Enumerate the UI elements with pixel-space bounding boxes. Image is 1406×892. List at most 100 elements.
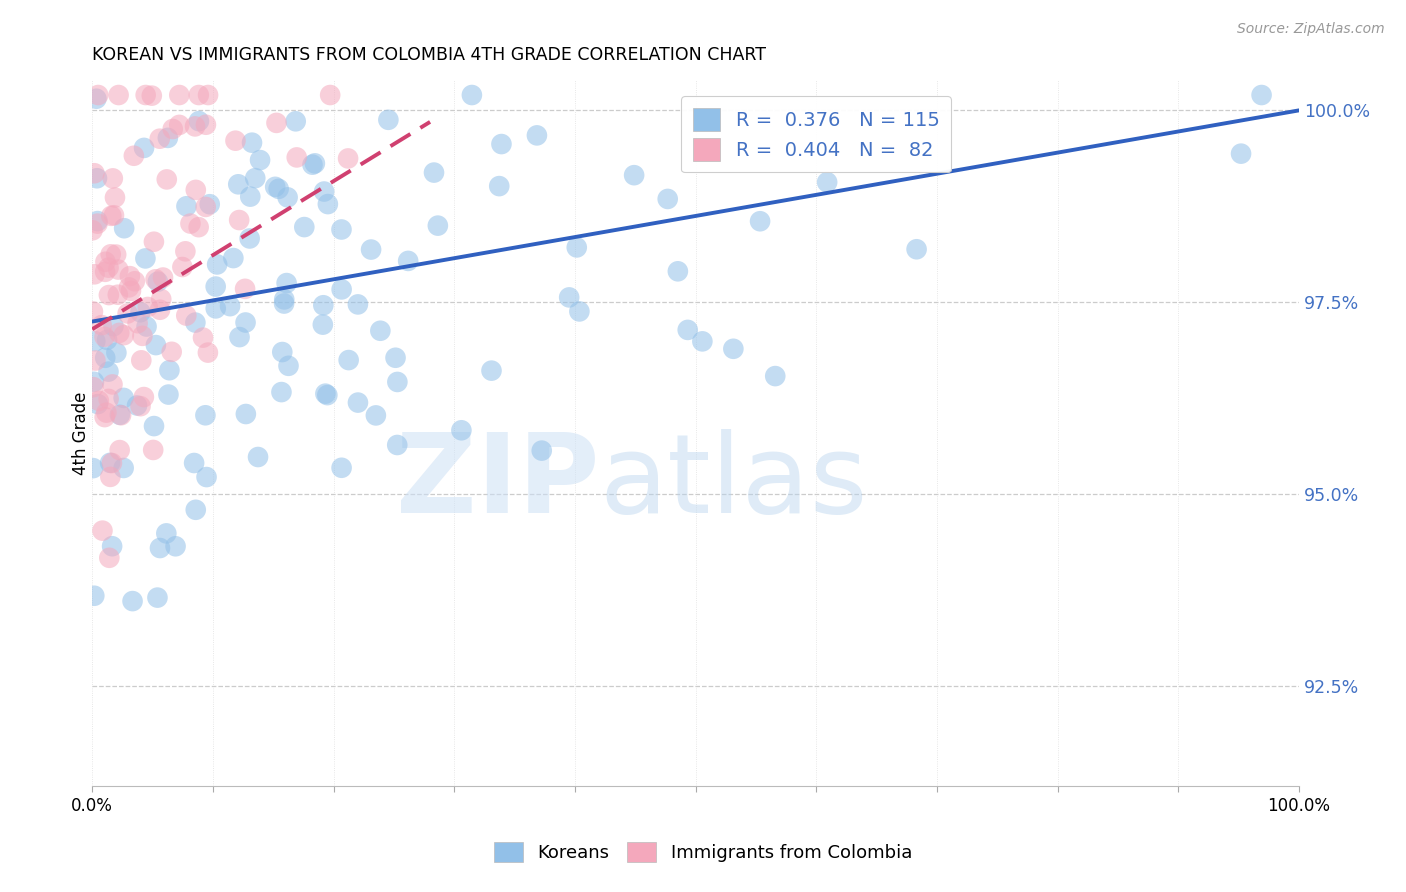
Point bbox=[125, 399, 148, 413]
Point bbox=[198, 197, 221, 211]
Point bbox=[98, 470, 121, 484]
Point bbox=[491, 137, 513, 152]
Point bbox=[267, 182, 290, 196]
Point bbox=[107, 287, 129, 301]
Point bbox=[197, 88, 219, 103]
Point bbox=[568, 304, 591, 318]
Point bbox=[98, 550, 121, 565]
Point bbox=[222, 251, 245, 265]
Point bbox=[122, 149, 145, 163]
Point bbox=[142, 235, 165, 249]
Point bbox=[450, 423, 472, 437]
Point bbox=[312, 298, 335, 312]
Point bbox=[87, 397, 110, 411]
Point bbox=[152, 270, 174, 285]
Point bbox=[330, 222, 353, 236]
Point bbox=[461, 88, 484, 103]
Point bbox=[135, 88, 157, 103]
Point bbox=[387, 438, 409, 452]
Point bbox=[93, 410, 115, 425]
Point bbox=[82, 461, 104, 475]
Point bbox=[162, 122, 184, 136]
Point bbox=[142, 442, 165, 457]
Point bbox=[87, 393, 110, 408]
Point bbox=[292, 220, 315, 235]
Point bbox=[86, 171, 108, 186]
Point bbox=[184, 316, 207, 330]
Point bbox=[103, 208, 125, 222]
Point bbox=[205, 257, 228, 271]
Point bbox=[235, 407, 257, 421]
Point bbox=[145, 272, 167, 286]
Point bbox=[264, 179, 287, 194]
Point bbox=[143, 419, 166, 434]
Point bbox=[117, 306, 139, 320]
Point bbox=[364, 409, 387, 423]
Point bbox=[277, 190, 299, 204]
Point bbox=[347, 297, 370, 311]
Point bbox=[184, 183, 207, 197]
Point bbox=[135, 319, 157, 334]
Point bbox=[219, 299, 242, 313]
Point bbox=[83, 375, 105, 389]
Point bbox=[91, 524, 114, 538]
Point bbox=[184, 120, 207, 134]
Point bbox=[101, 456, 124, 470]
Point bbox=[316, 388, 339, 402]
Point bbox=[270, 385, 292, 400]
Point bbox=[337, 353, 360, 368]
Point bbox=[82, 304, 104, 318]
Point bbox=[276, 276, 298, 290]
Point bbox=[132, 390, 155, 404]
Point bbox=[1250, 88, 1272, 103]
Point bbox=[156, 172, 179, 186]
Point bbox=[187, 220, 209, 235]
Point bbox=[101, 171, 124, 186]
Point bbox=[101, 539, 124, 553]
Point bbox=[112, 221, 135, 235]
Point bbox=[94, 265, 117, 279]
Point bbox=[82, 223, 104, 237]
Point bbox=[97, 392, 120, 406]
Point bbox=[271, 345, 294, 359]
Point bbox=[396, 253, 419, 268]
Point bbox=[249, 153, 271, 167]
Text: Source: ZipAtlas.com: Source: ZipAtlas.com bbox=[1237, 22, 1385, 37]
Point bbox=[101, 377, 124, 392]
Point bbox=[284, 114, 307, 128]
Point bbox=[235, 316, 257, 330]
Point bbox=[187, 88, 209, 103]
Point bbox=[129, 399, 152, 413]
Point bbox=[188, 114, 211, 128]
Point bbox=[155, 526, 177, 541]
Point bbox=[330, 460, 353, 475]
Point bbox=[87, 88, 110, 103]
Point bbox=[239, 231, 262, 245]
Point bbox=[623, 168, 645, 182]
Point bbox=[145, 338, 167, 352]
Point bbox=[112, 461, 135, 475]
Point bbox=[149, 302, 172, 317]
Point bbox=[110, 408, 132, 422]
Point bbox=[90, 318, 112, 332]
Point bbox=[112, 391, 135, 405]
Point bbox=[174, 244, 197, 259]
Point bbox=[118, 269, 141, 284]
Point bbox=[1230, 146, 1253, 161]
Point bbox=[384, 351, 406, 365]
Point bbox=[240, 136, 263, 150]
Point bbox=[165, 539, 187, 553]
Legend: R =  0.376   N = 115, R =  0.404   N =  82: R = 0.376 N = 115, R = 0.404 N = 82 bbox=[682, 96, 952, 172]
Point bbox=[105, 247, 128, 261]
Point bbox=[749, 214, 772, 228]
Point bbox=[149, 541, 172, 555]
Point bbox=[657, 192, 679, 206]
Point bbox=[107, 88, 129, 103]
Point bbox=[558, 290, 581, 304]
Point bbox=[337, 152, 360, 166]
Point bbox=[666, 264, 689, 278]
Point bbox=[103, 319, 125, 334]
Point bbox=[97, 288, 120, 302]
Text: ZIP: ZIP bbox=[395, 429, 599, 536]
Point bbox=[423, 165, 446, 179]
